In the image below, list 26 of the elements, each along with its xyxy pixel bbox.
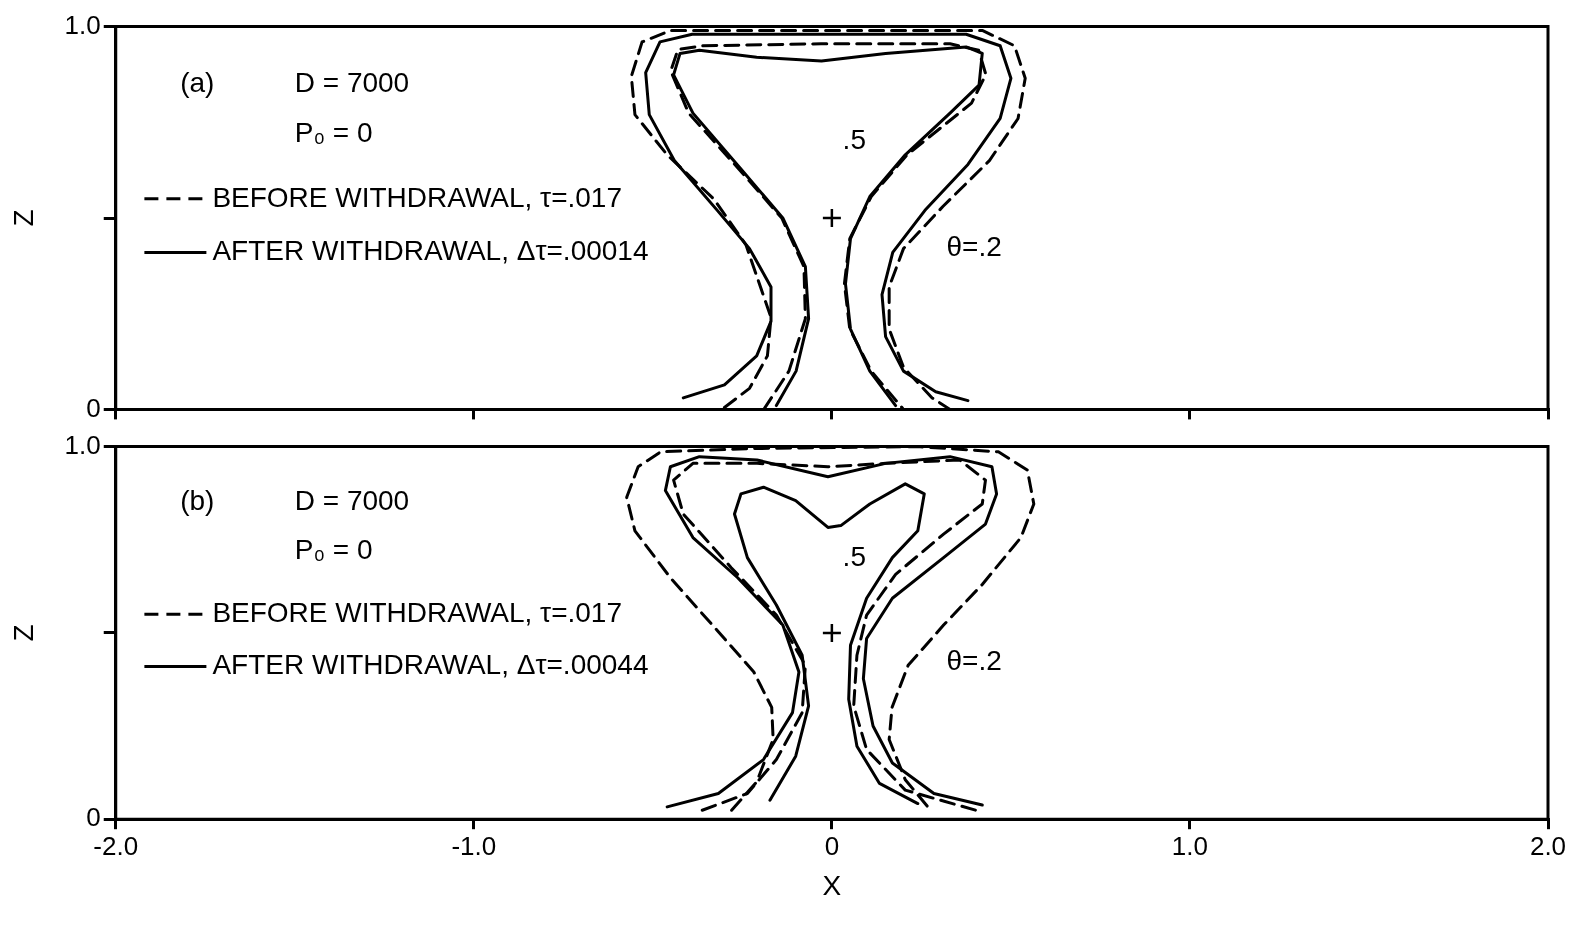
annotation: (b) <box>180 485 215 517</box>
x-tick-label: 2.0 <box>1529 830 1567 861</box>
annotation: .5 <box>842 541 866 573</box>
y-tick-label: 0 <box>86 802 101 833</box>
legend-label: BEFORE WITHDRAWAL, τ=.017 <box>212 596 623 628</box>
y-tick-label: 0 <box>86 392 101 423</box>
y-tick-label: 1.0 <box>64 429 101 460</box>
annotation: (a) <box>180 66 215 98</box>
x-axis-title: X <box>822 869 842 901</box>
annotation: θ=.2 <box>946 231 1002 263</box>
y-axis-title: Z <box>7 624 39 642</box>
legend-label: AFTER WITHDRAWAL, Δτ=.00044 <box>212 649 649 681</box>
y-axis-title: Z <box>7 209 39 227</box>
annotation: D = 7000 <box>294 485 410 517</box>
annotation: D = 7000 <box>294 66 410 98</box>
annotation: P₀ = 0 <box>294 116 373 148</box>
annotation: P₀ = 0 <box>294 533 373 565</box>
x-tick-label: -2.0 <box>93 830 139 861</box>
annotation: θ=.2 <box>946 645 1002 677</box>
y-tick-label: 1.0 <box>64 9 101 40</box>
x-tick-label: 1.0 <box>1171 830 1209 861</box>
annotation: .5 <box>842 124 866 156</box>
x-tick-label: 0 <box>824 830 840 861</box>
legend-label: AFTER WITHDRAWAL, Δτ=.00014 <box>212 235 649 267</box>
x-tick-label: -1.0 <box>451 830 497 861</box>
legend-label: BEFORE WITHDRAWAL, τ=.017 <box>212 181 623 213</box>
